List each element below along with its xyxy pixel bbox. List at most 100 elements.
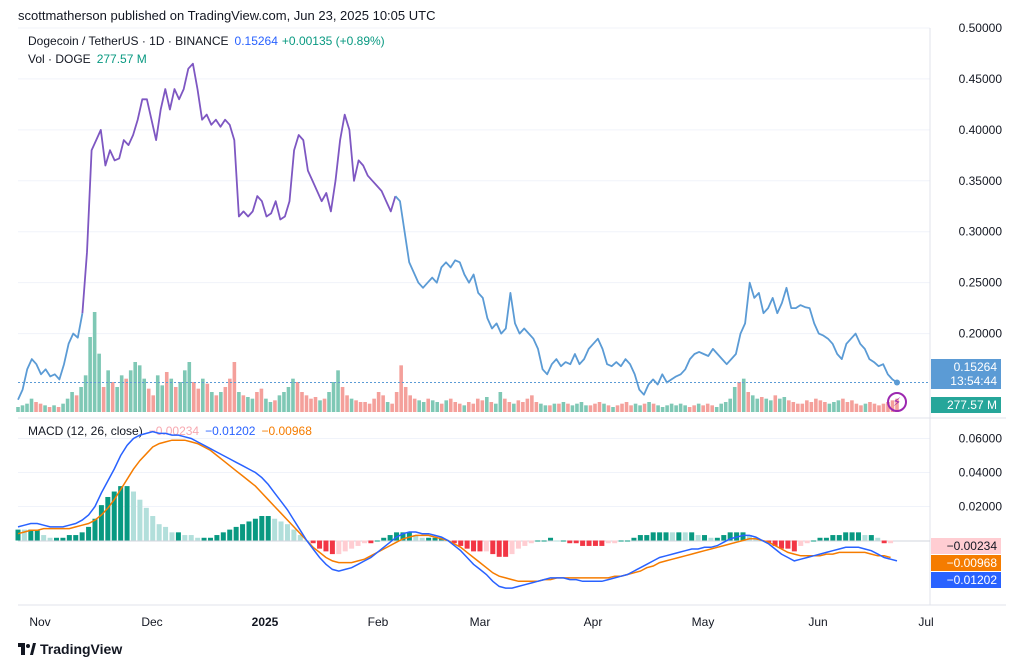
volume-bar: [629, 405, 633, 412]
volume-bar: [696, 403, 701, 412]
volume-bar: [471, 403, 476, 412]
macd-histogram-bar: [791, 540, 797, 552]
volume-bar: [656, 405, 660, 412]
volume-bar: [101, 387, 106, 412]
volume-bar: [710, 405, 714, 412]
flash-icon[interactable]: ⚡: [887, 392, 907, 412]
publisher-header: scottmatherson published on TradingView.…: [18, 8, 436, 23]
macd-histogram-bar: [451, 540, 457, 544]
macd-histogram-bar: [175, 532, 181, 541]
macd-histogram-bar: [150, 516, 156, 541]
macd-histogram-bar: [836, 535, 842, 541]
volume-bar: [340, 387, 345, 412]
macd-histogram-bar: [310, 540, 316, 544]
macd-histogram-bar: [811, 540, 817, 542]
macd-histogram-bar: [843, 532, 849, 541]
volume-bar: [205, 383, 210, 412]
x-axis-tick: Jun: [808, 615, 827, 629]
volume-bar: [561, 402, 566, 412]
volume-bar: [210, 392, 214, 412]
macd-histogram-bar: [573, 540, 579, 544]
volume-bar: [859, 405, 863, 412]
volume-bar: [530, 395, 534, 412]
macd-y-tick: 0.02000: [959, 500, 1003, 514]
macd-histogram-bar: [823, 537, 829, 541]
macd-histogram-bar: [580, 540, 586, 546]
volume-bar: [503, 398, 507, 412]
macd-histogram-bar: [387, 535, 393, 541]
macd-histogram-bar: [207, 537, 213, 541]
macd-histogram-bar: [644, 535, 650, 541]
macd-histogram-bar: [753, 537, 759, 541]
volume-bar: [255, 392, 259, 412]
macd-histogram-bar: [464, 540, 470, 549]
volume-bar: [430, 400, 435, 412]
volume-bar: [372, 398, 376, 412]
x-axis-tick: Feb: [368, 615, 389, 629]
macd-histogram-bar: [15, 529, 21, 541]
volume-bar: [155, 375, 160, 412]
volume-bar: [20, 405, 25, 412]
macd-histogram-bar: [259, 516, 265, 541]
volume-bars: [16, 312, 899, 412]
macd-histogram-bar: [875, 537, 881, 541]
macd-histogram-bar: [483, 540, 489, 552]
volume-bar: [462, 405, 467, 412]
macd-histogram-bar: [355, 540, 361, 546]
volume-bar: [34, 402, 38, 412]
macd-histogram-bar: [689, 532, 695, 541]
macd-histogram-bar: [541, 540, 547, 542]
volume-bar: [399, 365, 403, 412]
volume-bar: [498, 392, 503, 412]
macd-histogram-bar: [618, 540, 624, 542]
volume-bar: [219, 392, 223, 412]
macd-histogram-bar: [304, 540, 310, 542]
volume-bar: [448, 398, 453, 412]
macd-histogram-bar: [592, 540, 598, 546]
volume-bar: [196, 388, 201, 412]
volume-bar: [633, 403, 638, 412]
footer-logo[interactable]: TradingView: [18, 641, 122, 657]
volume-bar: [665, 405, 669, 412]
volume-bar: [259, 388, 264, 412]
x-axis: Nov Dec 2025 Feb Mar Apr May Jun Jul: [29, 615, 933, 629]
macd-histogram-bar: [746, 535, 752, 541]
tradingview-logo-icon: [18, 643, 36, 655]
volume-bar: [732, 387, 737, 412]
macd-y-tick: 0.04000: [959, 466, 1003, 480]
brand-name: TradingView: [40, 641, 123, 657]
volume-bar: [421, 402, 426, 412]
volume-bar: [250, 398, 255, 412]
volume-bar: [74, 395, 79, 412]
y-axis: 0.50000 0.45000 0.40000 0.35000 0.30000 0.250…: [959, 21, 1003, 514]
macd-histogram-bar: [169, 532, 175, 541]
x-axis-tick: 2025: [252, 615, 279, 629]
macd-histogram-bar: [528, 540, 534, 544]
price-y-tick: 0.20000: [959, 327, 1003, 341]
volume-bar: [309, 398, 313, 412]
macd-histogram-bar: [631, 537, 637, 541]
macd-histogram-bar: [240, 524, 246, 541]
volume-bar: [164, 372, 169, 412]
volume-bar: [678, 403, 683, 412]
volume-bar: [588, 405, 593, 412]
macd-histogram-bar: [252, 518, 258, 541]
macd-histogram-bar: [272, 518, 278, 541]
volume-bar: [169, 378, 174, 412]
volume-bar: [61, 403, 65, 412]
volume-bar: [755, 398, 760, 412]
macd-histogram-bar: [522, 540, 528, 546]
volume-bar: [38, 403, 43, 412]
macd-y-tick: 0.06000: [959, 432, 1003, 446]
macd-histogram-bar: [156, 524, 162, 541]
volume-bar: [638, 405, 642, 412]
volume-bar: [228, 378, 232, 412]
volume-bar: [597, 402, 602, 412]
volume-bar: [557, 403, 561, 412]
volume-bar: [88, 337, 92, 412]
volume-bar: [318, 400, 322, 412]
volume-bar: [787, 400, 791, 412]
macd-histogram-bar: [849, 532, 855, 541]
volume-bar: [814, 398, 818, 412]
